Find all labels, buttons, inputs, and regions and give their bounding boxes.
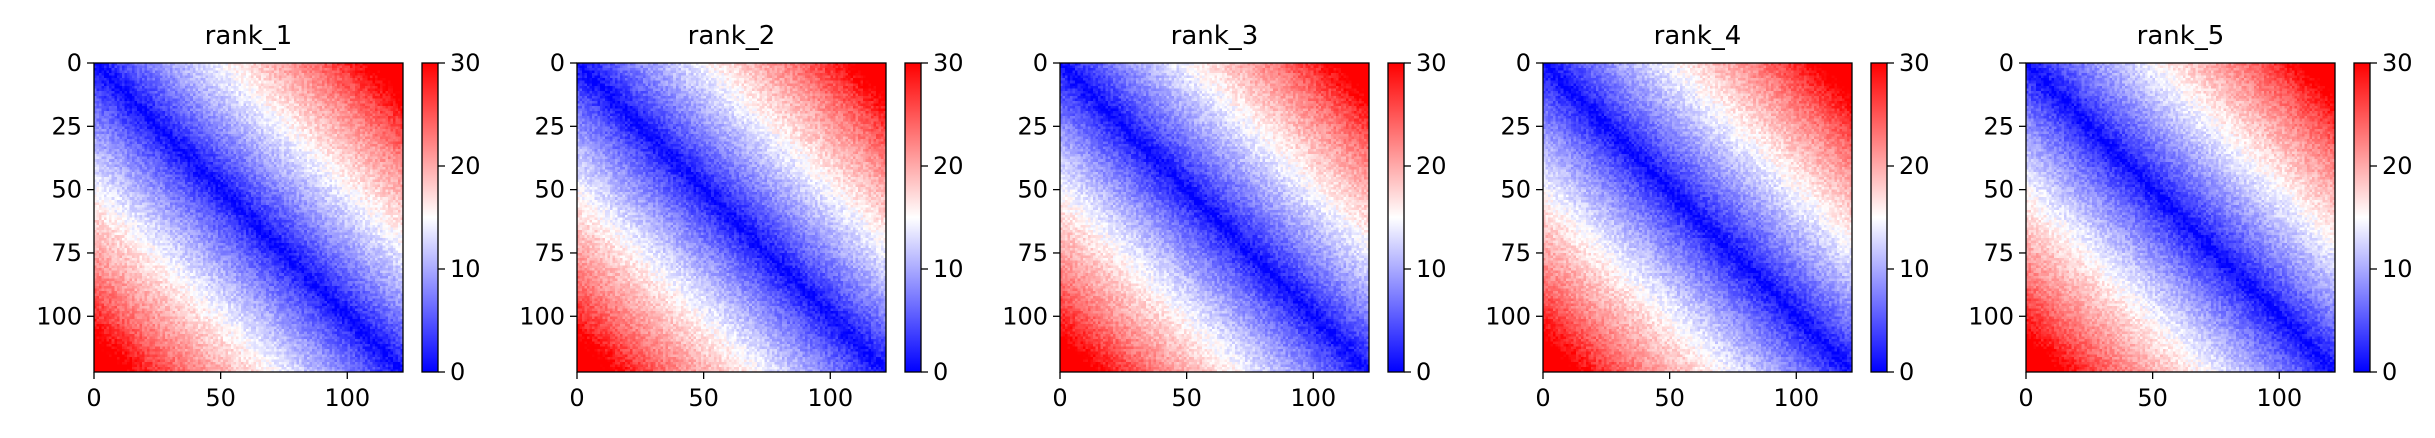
y-tick-label: 100 bbox=[519, 302, 565, 330]
axes-frame bbox=[1059, 62, 1370, 373]
colorbar-tick-label: 0 bbox=[1416, 358, 1431, 386]
y-tick-label: 100 bbox=[1485, 302, 1531, 330]
colorbar-tick-label: 0 bbox=[450, 358, 465, 386]
y-tick-label: 100 bbox=[1002, 302, 1048, 330]
panel-rank_1: rank_1 0 50 100 0 25 50 75 100 0 10 20 30 bbox=[36, 21, 480, 412]
y-tick-label: 0 bbox=[1033, 49, 1048, 77]
heatmap-image bbox=[2026, 63, 2335, 372]
heatmap-image bbox=[1543, 63, 1852, 372]
y-tick-label: 50 bbox=[1017, 176, 1048, 204]
colorbar-tick-label: 20 bbox=[450, 152, 481, 180]
x-tick-label: 0 bbox=[569, 384, 584, 412]
x-tick-label: 50 bbox=[2137, 384, 2168, 412]
y-tick-label: 75 bbox=[1983, 239, 2014, 267]
panel-rank_4: rank_4 0 50 100 0 25 50 75 100 0 10 20 30 bbox=[1485, 21, 1929, 412]
x-tick-label: 50 bbox=[1171, 384, 1202, 412]
colorbar-tick-label: 30 bbox=[1416, 49, 1447, 77]
y-tick-label: 0 bbox=[1516, 49, 1531, 77]
colorbar-tick-label: 20 bbox=[1899, 152, 1930, 180]
panel-rank_2: rank_2 0 50 100 0 25 50 75 100 0 10 20 30 bbox=[519, 21, 963, 412]
y-tick-label: 75 bbox=[1017, 239, 1048, 267]
y-tick-label: 75 bbox=[1500, 239, 1531, 267]
x-tick-label: 100 bbox=[1290, 384, 1336, 412]
colorbar-tick-label: 10 bbox=[450, 255, 481, 283]
panel-rank_3: rank_3 0 50 100 0 25 50 75 100 0 10 20 30 bbox=[1002, 21, 1446, 412]
panel-rank_5: rank_5 0 50 100 0 25 50 75 100 0 10 20 30 bbox=[1968, 21, 2412, 412]
axes-frame bbox=[93, 62, 404, 373]
x-tick-label: 0 bbox=[2018, 384, 2033, 412]
axes-frame bbox=[576, 62, 887, 373]
heatmap-image bbox=[1060, 63, 1369, 372]
colorbar-tick-label: 30 bbox=[933, 49, 964, 77]
panel-title: rank_1 bbox=[205, 21, 293, 51]
y-tick-label: 25 bbox=[534, 112, 565, 140]
colorbar-tick-label: 0 bbox=[1899, 358, 1914, 386]
heatmap-image bbox=[577, 63, 886, 372]
x-tick-label: 50 bbox=[688, 384, 719, 412]
y-tick-label: 100 bbox=[36, 302, 82, 330]
colorbar-tick-label: 10 bbox=[1899, 255, 1930, 283]
y-tick-label: 25 bbox=[1017, 112, 1048, 140]
colorbar-tick-label: 10 bbox=[1416, 255, 1447, 283]
axes-frame bbox=[1542, 62, 1853, 373]
y-tick-label: 25 bbox=[51, 112, 82, 140]
colorbar bbox=[1870, 62, 1888, 373]
colorbar-tick-label: 20 bbox=[1416, 152, 1447, 180]
heatmap-image bbox=[94, 63, 403, 372]
x-tick-label: 50 bbox=[205, 384, 236, 412]
panel-title: rank_3 bbox=[1171, 21, 1259, 51]
x-tick-label: 100 bbox=[807, 384, 853, 412]
x-tick-label: 100 bbox=[324, 384, 370, 412]
x-tick-label: 0 bbox=[1535, 384, 1550, 412]
y-tick-label: 0 bbox=[1999, 49, 2014, 77]
panel-title: rank_4 bbox=[1654, 21, 1742, 51]
colorbar-tick-label: 10 bbox=[933, 255, 964, 283]
y-tick-label: 50 bbox=[51, 176, 82, 204]
y-tick-label: 0 bbox=[550, 49, 565, 77]
panel-title: rank_5 bbox=[2137, 21, 2225, 51]
colorbar-tick-label: 10 bbox=[2382, 255, 2413, 283]
colorbar-tick-label: 0 bbox=[933, 358, 948, 386]
x-tick-label: 100 bbox=[2256, 384, 2302, 412]
y-tick-label: 50 bbox=[1983, 176, 2014, 204]
colorbar bbox=[421, 62, 439, 373]
y-tick-label: 25 bbox=[1500, 112, 1531, 140]
axes-frame bbox=[2025, 62, 2336, 373]
colorbar bbox=[1387, 62, 1405, 373]
y-tick-label: 75 bbox=[534, 239, 565, 267]
x-tick-label: 0 bbox=[86, 384, 101, 412]
x-tick-label: 0 bbox=[1052, 384, 1067, 412]
y-tick-label: 75 bbox=[51, 239, 82, 267]
y-tick-label: 100 bbox=[1968, 302, 2014, 330]
panel-title: rank_2 bbox=[688, 21, 776, 51]
colorbar-tick-label: 0 bbox=[2382, 358, 2397, 386]
colorbar-tick-label: 20 bbox=[2382, 152, 2413, 180]
y-tick-label: 50 bbox=[534, 176, 565, 204]
x-tick-label: 50 bbox=[1654, 384, 1685, 412]
x-tick-label: 100 bbox=[1773, 384, 1819, 412]
colorbar-tick-label: 20 bbox=[933, 152, 964, 180]
colorbar-tick-label: 30 bbox=[1899, 49, 1930, 77]
y-tick-label: 25 bbox=[1983, 112, 2014, 140]
colorbar bbox=[2353, 62, 2371, 373]
colorbar bbox=[904, 62, 922, 373]
y-tick-label: 0 bbox=[67, 49, 82, 77]
colorbar-tick-label: 30 bbox=[2382, 49, 2413, 77]
y-tick-label: 50 bbox=[1500, 176, 1531, 204]
colorbar-tick-label: 30 bbox=[450, 49, 481, 77]
